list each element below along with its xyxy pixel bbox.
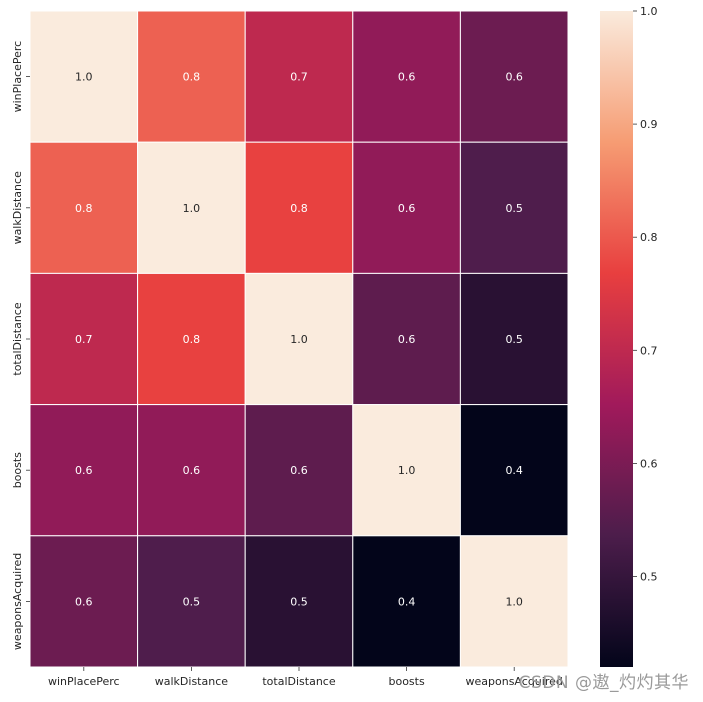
- cell-annotation: 1.0: [75, 71, 93, 84]
- cell-annotation: 0.6: [398, 71, 416, 84]
- colorbar-gradient: [600, 11, 633, 667]
- y-tick-label: boosts: [11, 452, 24, 488]
- cell-annotation: 0.7: [75, 333, 93, 346]
- colorbar-tick-label: 0.6: [640, 457, 658, 470]
- y-tick-label: totalDistance: [11, 302, 24, 375]
- heatmap-cell: [137, 535, 246, 668]
- cell-annotation: 0.5: [505, 333, 523, 346]
- heatmap-cell: [459, 535, 569, 668]
- colorbar-tick-label: 0.9: [640, 118, 658, 131]
- heatmap-cell: [137, 272, 246, 406]
- x-axis-ticks: winPlacePerc walkDistance totalDistance boo…: [48, 667, 563, 688]
- heatmap-cell: [459, 404, 569, 537]
- heatmap-cell: [29, 141, 139, 274]
- heatmap-cell: [244, 404, 354, 537]
- heatmap-cell: [352, 404, 461, 537]
- heatmap-cell: [459, 10, 569, 143]
- y-axis-ticks: winPlacePerc walkDistance totalDistance boo…: [11, 41, 30, 650]
- heatmap-cells: [29, 10, 569, 668]
- heatmap-cell: [352, 10, 461, 143]
- cell-annotation: 0.7: [290, 71, 308, 84]
- heatmap-cell: [244, 535, 354, 668]
- y-tick-label: winPlacePerc: [11, 41, 24, 113]
- x-tick-label: walkDistance: [155, 675, 228, 688]
- x-tick-label: winPlacePerc: [48, 675, 120, 688]
- cell-annotations: 1.0 0.8 0.7 0.6 0.6 0.8 1.0 0.8 0.6 0.5 0.7 0.8 1.0 0…: [75, 71, 523, 609]
- cell-annotation: 0.8: [75, 202, 93, 215]
- heatmap-cell: [137, 10, 246, 143]
- heatmap-cell: [244, 141, 354, 274]
- cell-annotation: 0.8: [183, 333, 201, 346]
- cell-annotation: 0.6: [398, 202, 416, 215]
- heatmap-cell: [244, 272, 354, 406]
- cell-annotation: 0.6: [183, 464, 201, 477]
- cell-annotation: 1.0: [290, 333, 308, 346]
- cell-annotation: 0.6: [75, 464, 93, 477]
- cell-annotation: 0.6: [75, 595, 93, 608]
- cell-annotation: 1.0: [183, 202, 201, 215]
- colorbar-tick-label: 0.7: [640, 344, 658, 357]
- heatmap-cell: [29, 535, 139, 668]
- cell-annotation: 0.6: [398, 333, 416, 346]
- heatmap-cell: [459, 272, 569, 406]
- heatmap-cell: [244, 10, 354, 143]
- colorbar-tick-label: 0.8: [640, 231, 658, 244]
- heatmap-cell: [352, 272, 461, 406]
- y-tick-label: weaponsAcquired: [11, 553, 24, 650]
- cell-annotation: 0.4: [505, 464, 523, 477]
- cell-annotation: 0.5: [183, 595, 201, 608]
- cell-annotation: 0.8: [183, 71, 201, 84]
- y-tick-label: walkDistance: [11, 171, 24, 244]
- cell-annotation: 1.0: [398, 464, 416, 477]
- cell-annotation: 0.6: [290, 464, 308, 477]
- colorbar-tick-label: 1.0: [640, 5, 658, 18]
- cell-annotation: 1.0: [505, 595, 523, 608]
- heatmap-cell: [29, 10, 139, 143]
- cell-annotation: 0.8: [290, 202, 308, 215]
- cell-annotation: 0.5: [505, 202, 523, 215]
- colorbar: 1.0 0.9 0.8 0.7 0.6 0.5: [600, 5, 658, 667]
- colorbar-tick-label: 0.5: [640, 571, 658, 584]
- heatmap-cell: [137, 404, 246, 537]
- watermark: CSDN @遨_灼灼其华: [518, 673, 689, 693]
- cell-annotation: 0.4: [398, 595, 416, 608]
- x-tick-label: totalDistance: [262, 675, 335, 688]
- x-tick-label: weaponsAcquired: [466, 675, 563, 688]
- cell-annotation: 0.6: [505, 71, 523, 84]
- x-tick-label: boosts: [388, 675, 424, 688]
- heatmap-cell: [459, 141, 569, 274]
- cell-annotation: 0.5: [290, 595, 308, 608]
